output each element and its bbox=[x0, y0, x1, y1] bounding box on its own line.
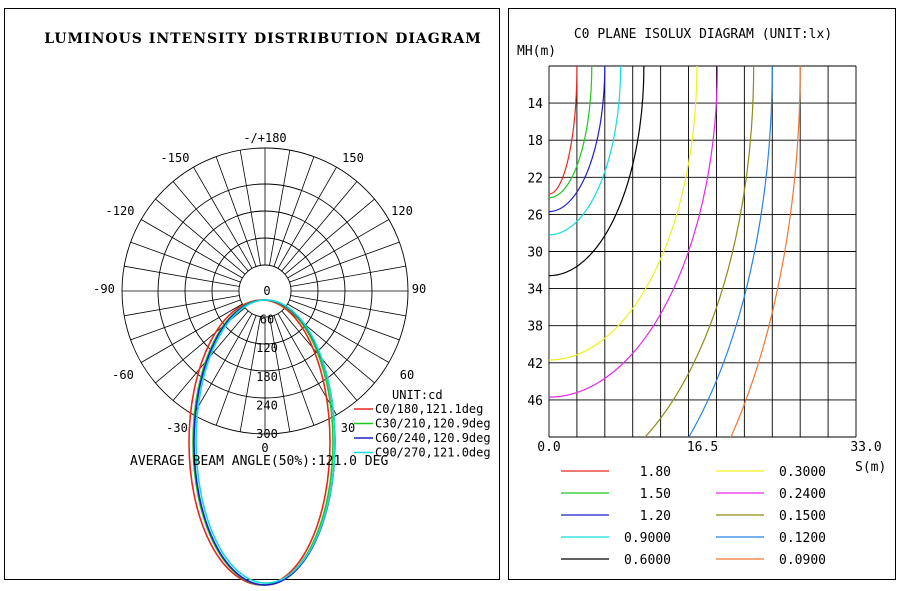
legend-label: 0.3000 bbox=[779, 465, 826, 480]
x-tick-label: 16.5 bbox=[687, 440, 718, 455]
legend-label: 0.9000 bbox=[624, 531, 671, 546]
polar-spoke bbox=[172, 181, 249, 272]
y-tick-labels: 14 18 22 26 30 34 38 42 46 bbox=[527, 97, 543, 409]
y-tick-label: 22 bbox=[527, 171, 543, 186]
radial-tick-label: 300 bbox=[256, 427, 278, 441]
radial-tick-label: 120 bbox=[256, 341, 278, 355]
legend-label: 1.80 bbox=[640, 465, 671, 480]
radial-tick-label: 60 bbox=[260, 313, 274, 327]
x-axis-label: S(m) bbox=[855, 460, 886, 475]
legend-label: C60/240,120.9deg bbox=[375, 431, 491, 445]
polar-spoke bbox=[289, 299, 400, 341]
legend-label: 0.1500 bbox=[779, 509, 826, 524]
legend-label: 1.50 bbox=[640, 487, 671, 502]
polar-spoke bbox=[239, 150, 261, 266]
angle-label: -150 bbox=[161, 151, 190, 165]
polar-legend: C0/180,121.1degC30/210,120.9degC60/240,1… bbox=[354, 402, 491, 460]
polar-spoke bbox=[269, 316, 291, 432]
legend-label: C30/210,120.9deg bbox=[375, 417, 491, 431]
intensity-curve bbox=[195, 299, 336, 584]
legend-label: 0.2400 bbox=[779, 487, 826, 502]
isolux-grid bbox=[548, 65, 857, 438]
angle-label: -90 bbox=[93, 282, 115, 296]
x-tick-labels: 0.0 16.5 33.0 bbox=[537, 440, 881, 455]
polar-spoke bbox=[277, 166, 337, 269]
polar-spoke bbox=[193, 313, 253, 416]
beam-angle-footer: AVERAGE BEAM ANGLE(50%):121.0 DEG bbox=[130, 454, 388, 469]
isolux-chart-title: C0 PLANE ISOLUX DIAGRAM (UNIT:lx) bbox=[574, 27, 832, 42]
polar-angle-labels: -/+180-150 150-120 120-90 90-60 60-30 300 bbox=[93, 131, 426, 455]
y-tick-label: 14 bbox=[527, 97, 543, 112]
y-tick-label: 38 bbox=[527, 320, 543, 335]
angle-label: 90 bbox=[412, 282, 426, 296]
polar-spoke bbox=[281, 181, 358, 272]
y-tick-label: 30 bbox=[527, 246, 543, 261]
y-tick-label: 42 bbox=[527, 357, 543, 372]
polar-spoke bbox=[124, 265, 240, 287]
radial-tick-label: 0 bbox=[263, 284, 270, 298]
angle-label: -120 bbox=[106, 204, 135, 218]
isolux-panel: C0 PLANE ISOLUX DIAGRAM (UNIT:lx) MH(m) … bbox=[508, 8, 896, 580]
polar-spoke bbox=[155, 198, 246, 275]
radial-tick-label: 180 bbox=[256, 370, 278, 384]
legend-label: 0.6000 bbox=[624, 553, 671, 568]
y-tick-label: 26 bbox=[527, 208, 543, 223]
polar-spoke bbox=[140, 219, 243, 279]
polar-spoke bbox=[289, 241, 400, 283]
y-tick-label: 18 bbox=[527, 134, 543, 149]
isolux-legend: 1.80 1.50 1.20 0.9000 0.6000 0.3000 0.2400 0.15… bbox=[561, 465, 826, 568]
polar-spoke bbox=[130, 299, 241, 341]
angle-label: 150 bbox=[342, 151, 364, 165]
polar-spoke bbox=[140, 303, 243, 363]
angle-label: 60 bbox=[400, 368, 414, 382]
polar-spoke bbox=[130, 241, 241, 283]
y-tick-label: 34 bbox=[527, 283, 543, 298]
polar-spoke bbox=[215, 315, 257, 426]
legend-label: 0.1200 bbox=[779, 531, 826, 546]
polar-grid bbox=[121, 147, 409, 435]
angle-label: -/+180 bbox=[243, 131, 286, 145]
polar-spoke bbox=[124, 295, 240, 317]
polar-spoke bbox=[215, 156, 257, 267]
polar-radial-labels: 0 60 120 180 240 300 bbox=[256, 284, 278, 441]
polar-spoke bbox=[239, 316, 261, 432]
legend-label: 1.20 bbox=[640, 509, 671, 524]
legend-label: C0/180,121.1deg bbox=[375, 402, 483, 416]
unit-label: UNIT:cd bbox=[392, 388, 443, 402]
x-tick-label: 0.0 bbox=[537, 440, 560, 455]
intensity-distribution-panel: LUMINOUS INTENSITY DISTRIBUTION DIAGRAM … bbox=[4, 8, 500, 586]
radial-tick-label: 240 bbox=[256, 398, 278, 412]
y-tick-label: 46 bbox=[527, 394, 543, 409]
polar-chart-title: LUMINOUS INTENSITY DISTRIBUTION DIAGRAM bbox=[44, 31, 481, 47]
legend-label: C90/270,121.0deg bbox=[375, 446, 491, 460]
polar-spoke bbox=[273, 315, 315, 426]
polar-spoke bbox=[290, 265, 406, 287]
angle-label: -30 bbox=[166, 421, 188, 435]
polar-spoke bbox=[287, 219, 390, 279]
polar-spoke bbox=[193, 166, 253, 269]
polar-spoke bbox=[284, 198, 375, 275]
polar-curves bbox=[188, 299, 336, 586]
polar-spoke bbox=[273, 156, 315, 267]
angle-label: 0 bbox=[261, 441, 268, 455]
polar-chart: LUMINOUS INTENSITY DISTRIBUTION DIAGRAM … bbox=[44, 31, 491, 586]
y-axis-label: MH(m) bbox=[517, 44, 556, 59]
polar-spoke bbox=[287, 303, 390, 363]
polar-spoke bbox=[290, 295, 406, 317]
angle-label: 120 bbox=[391, 204, 413, 218]
legend-label: 0.0900 bbox=[779, 553, 826, 568]
polar-spoke bbox=[269, 150, 291, 266]
isolux-chart: C0 PLANE ISOLUX DIAGRAM (UNIT:lx) MH(m) … bbox=[517, 27, 886, 568]
angle-label: 30 bbox=[341, 421, 355, 435]
angle-label: -60 bbox=[112, 368, 134, 382]
x-tick-label: 33.0 bbox=[850, 440, 881, 455]
